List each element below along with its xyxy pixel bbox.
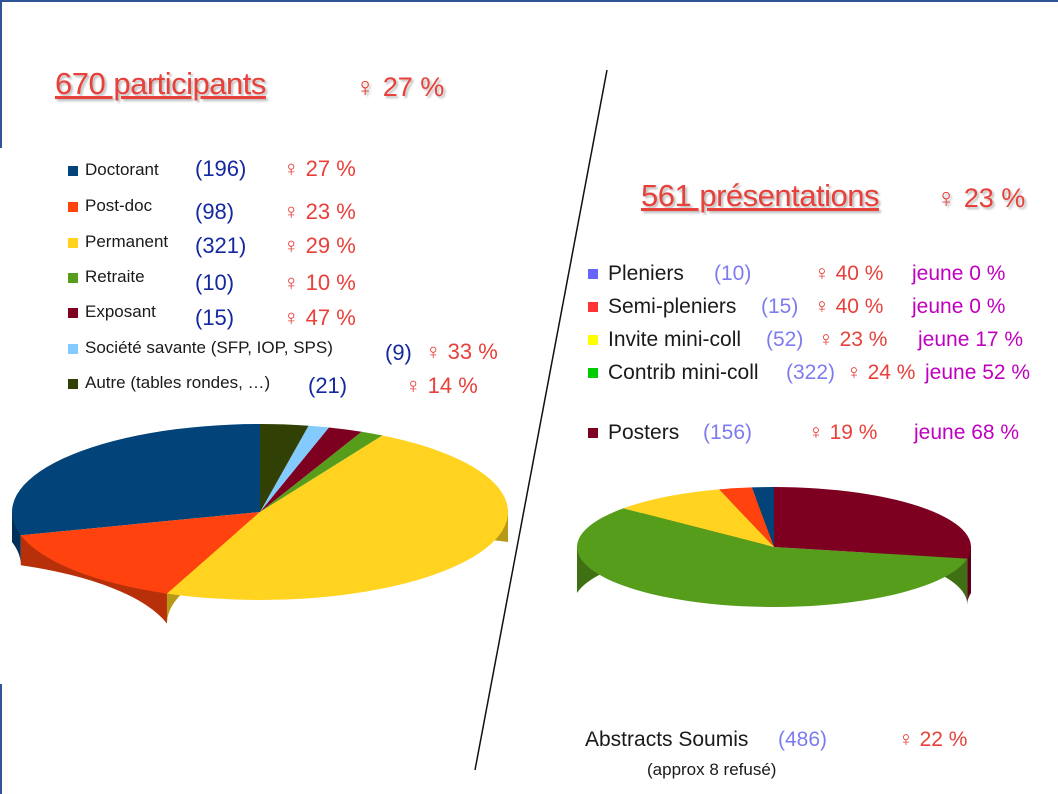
- legend-label: Post-doc: [85, 196, 153, 215]
- participants-slice-0: [11, 424, 261, 536]
- legend-women: ♀ 23 %: [283, 199, 356, 224]
- slide-left-border: [0, 0, 2, 148]
- participants-slice-6: [260, 424, 309, 512]
- legend-women: ♀ 29 %: [283, 233, 356, 258]
- participants-title: 670 participants: [55, 66, 266, 101]
- divider-line: [474, 69, 608, 771]
- legend-label: Exposant: [85, 302, 156, 321]
- legend-label: Semi-pleniers: [608, 295, 737, 318]
- legend-count: (98): [195, 199, 235, 224]
- legend-women: ♀ 27 %: [283, 156, 356, 181]
- legend-label: Invite mini-coll: [608, 328, 742, 351]
- abstracts-note: (approx 8 refusé): [647, 760, 777, 779]
- legend-women: ♀ 40 %: [814, 262, 884, 285]
- legend-women: ♀ 23 %: [818, 328, 888, 351]
- legend-label: Société savante (SFP, IOP, SPS): [85, 338, 333, 357]
- legend-swatch: [588, 335, 598, 345]
- legend-jeune: jeune 52 %: [925, 361, 1031, 384]
- legend-count: (15): [761, 295, 799, 318]
- legend-swatch: [588, 269, 598, 279]
- participants-slice-3: [260, 431, 383, 512]
- legend-swatch: [68, 308, 78, 318]
- legend-label: Autre (tables rondes, …): [85, 373, 271, 392]
- presentations-women-share: ♀ 23 %: [936, 183, 1026, 213]
- participants-pie: [11, 424, 509, 624]
- presentations-slice-1: [718, 487, 774, 547]
- presentations-title: 561 présentations: [641, 178, 879, 213]
- legend-label: Pleniers: [608, 262, 684, 285]
- legend-swatch: [588, 302, 598, 312]
- legend-label: Doctorant: [85, 160, 159, 179]
- legend-jeune: jeune 17 %: [918, 328, 1024, 351]
- legend-count: (21): [308, 373, 348, 398]
- abstracts-women: ♀ 22 %: [898, 728, 968, 751]
- legend-count: (321): [195, 233, 247, 258]
- presentations-pie: [576, 487, 971, 608]
- legend-swatch: [68, 344, 78, 354]
- legend-jeune: jeune 0 %: [912, 295, 1006, 318]
- legend-swatch: [68, 273, 78, 283]
- legend-label: Contrib mini-coll: [608, 361, 759, 384]
- legend-count: (10): [195, 270, 235, 295]
- presentations-slice-3: [576, 508, 968, 608]
- legend-women: ♀ 24 %: [846, 361, 916, 384]
- legend-jeune: jeune 68 %: [914, 421, 1020, 444]
- slide-left-border-lower: [0, 684, 2, 794]
- abstracts-label: Abstracts Soumis: [585, 728, 749, 751]
- presentations-slice-4: [774, 487, 971, 559]
- legend-label: Retraite: [85, 267, 145, 286]
- presentations-slice-2: [623, 489, 774, 547]
- presentations-slice-side-4: [967, 547, 971, 605]
- participants-women-share: ♀ 27 %: [355, 72, 445, 102]
- legend-count: (9): [385, 340, 412, 365]
- legend-swatch: [588, 428, 598, 438]
- participants-slice-4: [260, 427, 362, 512]
- legend-women: ♀ 40 %: [814, 295, 884, 318]
- legend-count: (156): [703, 421, 753, 444]
- participants-slice-5: [260, 425, 329, 512]
- legend-women: ♀ 14 %: [405, 373, 478, 398]
- participants-slice-2: [166, 435, 509, 601]
- presentations-slice-0: [751, 487, 774, 547]
- legend-women: ♀ 19 %: [808, 421, 878, 444]
- legend-count: (322): [786, 361, 836, 384]
- legend-label: Permanent: [85, 232, 169, 251]
- legend-swatch: [68, 379, 78, 389]
- legend-count: (10): [714, 262, 752, 285]
- legend-swatch: [68, 166, 78, 176]
- legend-women: ♀ 33 %: [425, 339, 498, 364]
- slide-top-border: [0, 0, 1058, 2]
- legend-jeune: jeune 0 %: [912, 262, 1006, 285]
- legend-women: ♀ 47 %: [283, 305, 356, 330]
- legend-swatch: [68, 202, 78, 212]
- legend-count: (52): [766, 328, 804, 351]
- participants-slice-1: [20, 512, 260, 594]
- legend-women: ♀ 10 %: [283, 270, 356, 295]
- legend-count: (15): [195, 305, 235, 330]
- legend-swatch: [588, 368, 598, 378]
- legend-count: (196): [195, 156, 247, 181]
- abstracts-count: (486): [778, 728, 828, 751]
- legend-label: Posters: [608, 421, 680, 444]
- legend-swatch: [68, 238, 78, 248]
